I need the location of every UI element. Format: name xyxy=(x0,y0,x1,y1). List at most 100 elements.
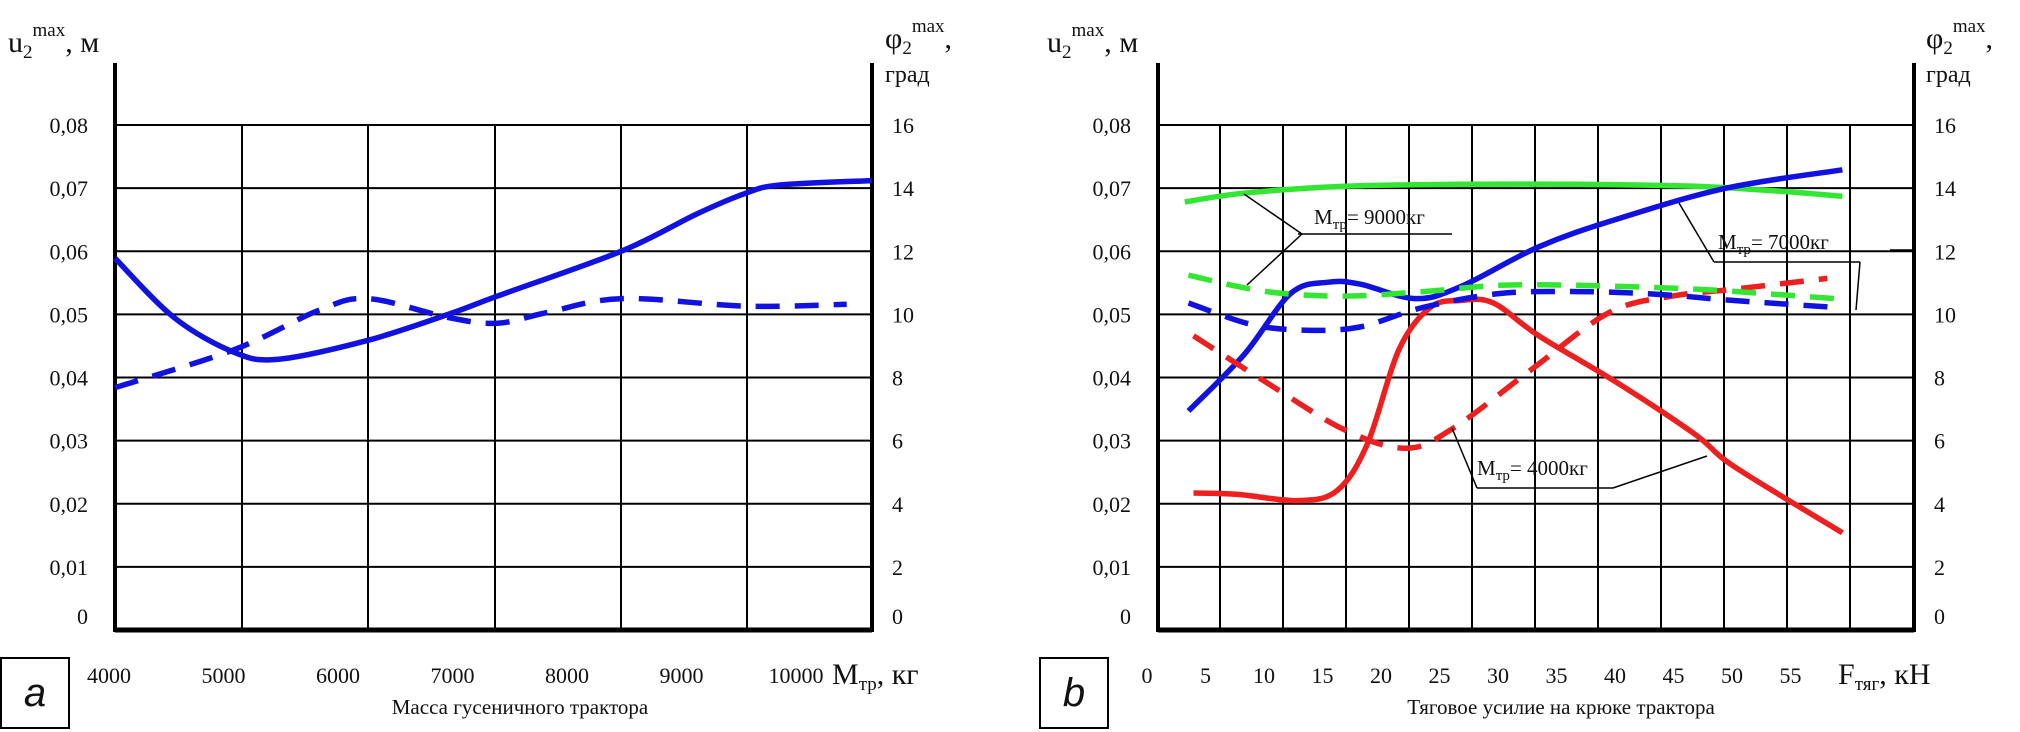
y2-axis-title-superscript: max xyxy=(1953,16,1986,37)
x-tick-label: 30 xyxy=(1487,663,1509,688)
y-tick-label: 0,02 xyxy=(50,492,89,517)
callout-label: Mтр= 7000кг xyxy=(1718,230,1829,258)
y2-tick-label: 2 xyxy=(892,555,903,580)
y2-tick-label: 6 xyxy=(892,429,903,454)
callout-leader xyxy=(1243,193,1303,235)
x-tick-label: 45 xyxy=(1663,663,1685,688)
y2-tick-label: 10 xyxy=(1934,302,1956,327)
x-tick-label: 6000 xyxy=(316,663,360,688)
callout-label: Mтр= 9000кг xyxy=(1314,205,1425,233)
y-tick-label: 0,07 xyxy=(1093,176,1132,201)
y-tick-label: 0,01 xyxy=(1093,555,1132,580)
x-axis-name-unit: , кН xyxy=(1879,658,1930,691)
y2-tick-label: 14 xyxy=(892,176,914,201)
x-tick-label: 35 xyxy=(1546,663,1568,688)
y2-axis-title-subscript: 2 xyxy=(1943,38,1953,59)
y2-axis-title: φ2max, xyxy=(885,16,952,59)
x-axis-title: Тяговое усилие на крюке трактора xyxy=(1407,695,1715,719)
x-tick-label: 4000 xyxy=(87,663,131,688)
y2-tick-label: 10 xyxy=(892,302,914,327)
y-axis-title-subscript: 2 xyxy=(1062,42,1072,63)
y2-axis-title-unit: , xyxy=(945,22,953,55)
y2-axis-unit: град xyxy=(1926,62,1971,88)
series-line-blue-dashed xyxy=(114,295,847,391)
y-tick-label: 0,06 xyxy=(1093,239,1132,264)
y-tick-label: 0,04 xyxy=(1093,366,1132,391)
y-axis-title-symbol: u xyxy=(8,26,23,59)
y2-tick-label: 12 xyxy=(892,239,914,264)
series-line-green-solid xyxy=(1184,181,1843,205)
y2-tick-label: 12 xyxy=(1934,239,1956,264)
y2-tick-label: 6 xyxy=(1934,429,1945,454)
y2-axis-title-superscript: max xyxy=(912,16,945,37)
y2-axis-title-symbol: φ xyxy=(1926,22,1943,55)
y2-tick-label: 0 xyxy=(1934,604,1945,629)
callout: Mтр= 4000кг xyxy=(1451,427,1708,489)
x-axis-name-symbol: M xyxy=(832,658,859,691)
x-tick-label: 40 xyxy=(1604,663,1626,688)
x-tick-label: 0 xyxy=(1142,663,1153,688)
y-axis-title-symbol: u xyxy=(1047,26,1062,59)
y-tick-label: 0,05 xyxy=(1093,302,1132,327)
y-tick-label: 0,04 xyxy=(50,366,89,391)
y2-tick-label: 8 xyxy=(1934,366,1945,391)
x-tick-label: 55 xyxy=(1780,663,1802,688)
series-line-blue-solid xyxy=(1186,167,1843,413)
y2-tick-label: 16 xyxy=(1934,113,1956,138)
y-tick-label: 0 xyxy=(1120,604,1131,629)
y-axis-title-unit: , м xyxy=(65,26,99,59)
panel-label-box xyxy=(1039,657,1109,729)
y-axis-title-subscript: 2 xyxy=(23,42,33,63)
y-axis-title: u2max, м xyxy=(8,20,99,63)
x-tick-label: 10 xyxy=(1253,663,1275,688)
y2-tick-label: 8 xyxy=(892,366,903,391)
y-tick-label: 0,07 xyxy=(50,176,89,201)
chart-b: 0 00,01 20,02 40,03 60,04 80,05 100,06 120,07 14… xyxy=(1039,16,1993,729)
x-tick-label: 9000 xyxy=(660,663,704,688)
x-tick-label: 25 xyxy=(1429,663,1451,688)
y-axis-title-unit: , м xyxy=(1104,26,1138,59)
y-axis-title-superscript: max xyxy=(33,20,66,41)
callout-leader xyxy=(1246,233,1303,286)
x-tick-label: 15 xyxy=(1312,663,1334,688)
x-axis-name-unit: , кг xyxy=(877,658,919,691)
series-line-red-solid xyxy=(1193,296,1844,536)
y-tick-label: 0,06 xyxy=(50,239,89,264)
callout-leader xyxy=(1451,427,1478,489)
callout: Mтр= 9000кг xyxy=(1243,193,1452,286)
x-axis-title: Масса гусеничного трактора xyxy=(392,695,649,719)
x-tick-label: 5 xyxy=(1200,663,1211,688)
callout: Mтр= 7000кг xyxy=(1678,202,1914,311)
y-tick-label: 0,08 xyxy=(50,113,89,138)
y-axis-title: u2max, м xyxy=(1047,20,1138,63)
y-tick-label: 0,05 xyxy=(50,302,89,327)
y2-tick-label: 16 xyxy=(892,113,914,138)
callout-leader xyxy=(1612,455,1708,489)
panel-label: a xyxy=(24,671,46,715)
callout-leader xyxy=(1855,261,1861,311)
y2-axis-title-subscript: 2 xyxy=(902,38,912,59)
y2-axis-title-symbol: φ xyxy=(885,22,902,55)
y2-axis-title: φ2max, xyxy=(1926,16,1993,59)
series-line-blue-dashed xyxy=(1187,288,1836,334)
y-axis-title-superscript: max xyxy=(1072,20,1105,41)
y-tick-label: 0,01 xyxy=(50,555,89,580)
x-axis-name-symbol: F xyxy=(1838,658,1855,691)
y2-tick-label: 4 xyxy=(892,492,903,517)
y2-tick-label: 2 xyxy=(1934,555,1945,580)
x-tick-label: 20 xyxy=(1370,663,1392,688)
series-line-red-dashed xyxy=(1192,275,1828,451)
y-tick-label: 0,08 xyxy=(1093,113,1132,138)
x-tick-label: 5000 xyxy=(202,663,246,688)
panel-label-box xyxy=(0,657,70,729)
x-axis-name-subscript: тр xyxy=(859,674,877,695)
x-axis-name: Mтр, кг xyxy=(832,658,919,695)
panel-label: b xyxy=(1063,671,1085,715)
y-tick-label: 0,03 xyxy=(50,429,89,454)
y-tick-label: 0 xyxy=(77,604,88,629)
callout-leader xyxy=(1678,202,1715,263)
x-tick-label: 50 xyxy=(1721,663,1743,688)
y2-axis-title-unit: , xyxy=(1986,22,1994,55)
x-tick-label: 8000 xyxy=(545,663,589,688)
